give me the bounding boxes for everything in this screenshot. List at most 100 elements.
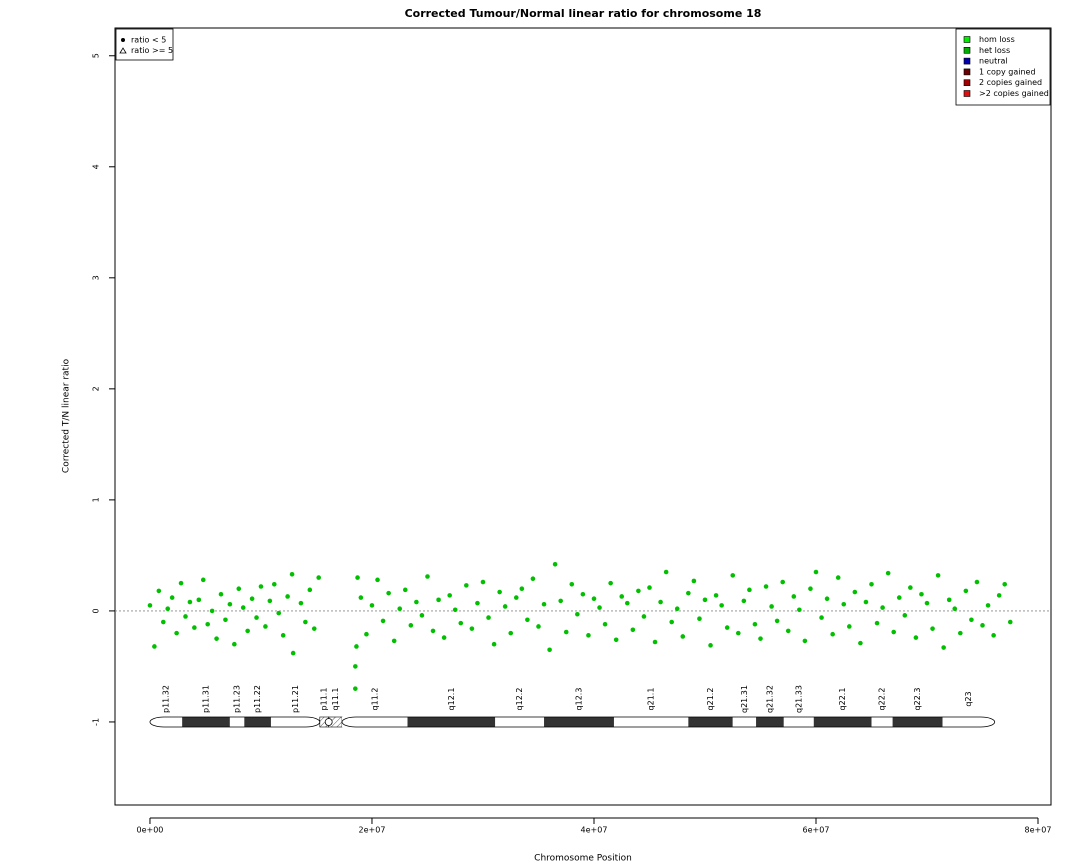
x-tick-label: 6e+07 xyxy=(803,826,830,835)
legend-symbol xyxy=(121,38,125,42)
x-tick-label: 4e+07 xyxy=(581,826,608,835)
legend-label: neutral xyxy=(979,57,1008,66)
data-point xyxy=(896,595,902,600)
data-point xyxy=(735,630,741,636)
data-point xyxy=(758,636,763,641)
data-point xyxy=(752,621,758,627)
data-point xyxy=(891,629,897,635)
data-point xyxy=(209,608,215,614)
legend-swatch xyxy=(963,90,971,97)
data-point xyxy=(575,611,580,617)
legend-swatch xyxy=(963,68,971,76)
data-point xyxy=(391,638,397,644)
data-point xyxy=(624,600,630,606)
ideogram-band xyxy=(342,717,408,727)
y-tick-label: 2 xyxy=(92,386,101,391)
data-point xyxy=(835,575,841,580)
data-point xyxy=(530,576,536,582)
data-point xyxy=(232,641,237,647)
data-point xyxy=(791,594,797,599)
data-point xyxy=(597,605,602,610)
data-point xyxy=(808,586,813,592)
y-axis-label: Corrected T/N linear ratio xyxy=(62,358,72,473)
data-point xyxy=(311,626,317,631)
data-point xyxy=(187,599,193,605)
data-point xyxy=(364,631,369,637)
ideogram-band xyxy=(182,717,230,727)
data-point xyxy=(380,618,386,624)
data-point xyxy=(513,595,519,600)
ideogram-band xyxy=(783,717,814,727)
data-point xyxy=(713,593,719,598)
data-point xyxy=(502,604,508,609)
data-point xyxy=(680,634,686,639)
ideogram-band xyxy=(756,717,784,727)
band-label: q22.2 xyxy=(878,688,887,711)
data-point xyxy=(414,599,419,605)
data-point xyxy=(375,577,380,583)
legend-label: 1 copy gained xyxy=(979,67,1036,76)
data-point xyxy=(563,629,569,635)
data-point xyxy=(591,596,597,602)
ideogram-band xyxy=(892,717,943,727)
data-point xyxy=(183,614,188,619)
y-tick-label: 3 xyxy=(92,275,101,280)
data-point xyxy=(619,594,625,599)
ideogram-band xyxy=(613,717,689,727)
data-point xyxy=(227,601,233,607)
data-point xyxy=(386,590,391,596)
legend-swatch xyxy=(963,36,971,43)
data-point xyxy=(747,587,752,593)
data-point xyxy=(552,561,558,567)
data-point xyxy=(797,607,802,613)
data-point xyxy=(691,578,697,584)
data-point xyxy=(307,587,313,593)
ideogram-band xyxy=(270,717,320,727)
data-point xyxy=(541,601,547,607)
data-point xyxy=(447,593,452,598)
y-tick-label: 1 xyxy=(92,497,101,502)
data-point xyxy=(730,573,736,578)
data-point xyxy=(774,618,780,624)
data-point xyxy=(536,624,541,629)
y-tick-label: 5 xyxy=(92,53,101,58)
data-point xyxy=(819,615,824,620)
data-point xyxy=(946,597,952,603)
band-label: q12.3 xyxy=(575,688,584,711)
chart-title: Corrected Tumour/Normal linear ratio for… xyxy=(405,7,762,20)
x-tick-label: 2e+07 xyxy=(359,826,386,835)
data-point xyxy=(636,588,641,594)
data-point xyxy=(941,645,946,650)
data-point xyxy=(686,590,691,596)
data-point xyxy=(913,635,919,640)
band-label: p11.1 xyxy=(320,688,329,711)
data-point xyxy=(974,579,980,585)
data-point xyxy=(497,589,502,595)
data-point xyxy=(358,595,364,600)
data-point xyxy=(813,569,819,575)
data-point xyxy=(519,586,525,592)
data-point xyxy=(436,597,441,603)
data-point xyxy=(178,580,184,586)
data-point xyxy=(402,587,408,593)
y-tick-label: 4 xyxy=(92,164,101,169)
data-point xyxy=(697,616,702,621)
data-point xyxy=(558,598,563,604)
ideogram-band xyxy=(942,717,995,727)
data-point xyxy=(708,643,713,648)
data-point xyxy=(486,615,491,620)
data-point xyxy=(491,641,497,647)
data-point xyxy=(156,588,162,594)
data-point xyxy=(985,603,991,608)
legend-swatch xyxy=(963,79,971,86)
data-point xyxy=(355,575,360,580)
data-point xyxy=(991,633,996,638)
data-point xyxy=(824,596,830,602)
data-point xyxy=(169,595,175,600)
data-point xyxy=(464,583,469,588)
band-label: p11.32 xyxy=(162,685,171,713)
data-point xyxy=(160,619,166,625)
data-point xyxy=(354,644,359,649)
data-point xyxy=(602,621,608,627)
